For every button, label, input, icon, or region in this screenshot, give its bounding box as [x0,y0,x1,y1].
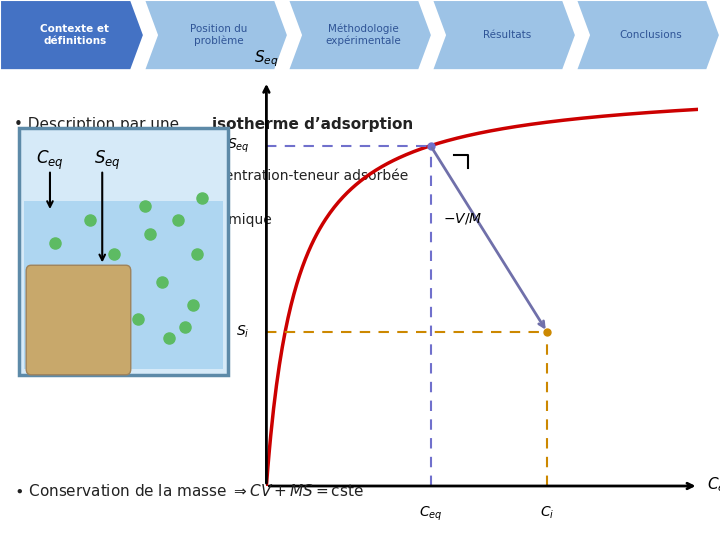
Polygon shape [288,0,432,70]
Text: $\bullet$ Conservation de la masse $\Rightarrow CV + MS = \mathrm{cste}$: $\bullet$ Conservation de la masse $\Rig… [14,483,364,500]
FancyBboxPatch shape [26,265,131,375]
Text: $C_{eq}$: $C_{eq}$ [36,149,64,172]
Polygon shape [0,0,144,70]
Text: $-V/M$: $-V/M$ [444,211,482,226]
Bar [24,201,223,369]
Text: Contexte et
définitions: Contexte et définitions [40,24,109,46]
Text: $S_{eq}$: $S_{eq}$ [254,48,279,69]
Text: Conclusions: Conclusions [619,30,683,40]
Text: • Description par une: • Description par une [14,117,184,132]
Polygon shape [432,0,576,70]
Text: Résultats: Résultats [482,30,531,40]
Text: ➤  Relation empirique concentration-teneur adsorbée: ➤ Relation empirique concentration-teneu… [36,169,408,184]
Text: $C_{eq}$: $C_{eq}$ [419,504,442,523]
Text: $C_i$: $C_i$ [540,504,554,521]
FancyBboxPatch shape [19,127,228,375]
Text: Méthodologie
expérimentale: Méthodologie expérimentale [325,24,401,46]
Text: $C_{eq}$: $C_{eq}$ [707,476,720,496]
Polygon shape [576,0,720,70]
Text: ➤  À l’équilibre thermodynamique: ➤ À l’équilibre thermodynamique [36,211,271,227]
Text: $S_{eq}$: $S_{eq}$ [227,137,249,155]
Text: $S_{eq}$: $S_{eq}$ [94,149,120,172]
Polygon shape [144,0,288,70]
Text: isotherme d’adsorption: isotherme d’adsorption [212,117,414,132]
Text: Position du
problème: Position du problème [190,24,248,46]
Text: $S_i$: $S_i$ [235,324,249,340]
